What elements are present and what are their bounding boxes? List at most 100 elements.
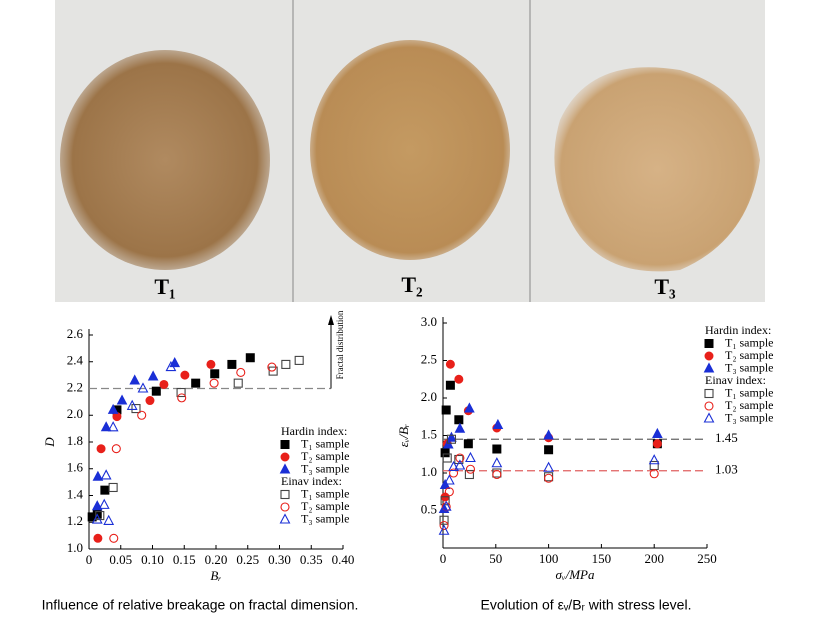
caption: Influence of relative breakage on fracta… bbox=[42, 597, 359, 613]
legend-label: T₁ sample bbox=[725, 335, 774, 349]
y-tick-label: 1.2 bbox=[67, 513, 83, 528]
marker bbox=[543, 461, 555, 472]
sample-pile bbox=[554, 67, 760, 272]
marker bbox=[107, 403, 119, 414]
marker bbox=[445, 359, 455, 369]
marker bbox=[445, 380, 455, 390]
marker bbox=[449, 468, 459, 478]
y-tick-label: 2.0 bbox=[67, 406, 83, 421]
x-tick-label: 0.30 bbox=[268, 552, 291, 567]
marker bbox=[649, 469, 659, 479]
marker bbox=[544, 445, 554, 455]
x-tick-label: 0.35 bbox=[300, 552, 323, 567]
legend-label: T₃ sample bbox=[301, 461, 350, 475]
marker bbox=[268, 366, 278, 376]
legend-label: T₂ sample bbox=[301, 449, 350, 463]
y-tick-label: 2.5 bbox=[421, 351, 437, 366]
marker bbox=[464, 402, 475, 413]
legend-title: Hardin index: bbox=[281, 424, 347, 438]
marker bbox=[209, 378, 219, 388]
legend-label: T₁ sample bbox=[725, 385, 774, 399]
legend-title: Einav index: bbox=[281, 474, 342, 488]
y-axis-label: εᵥ/Bᵣ bbox=[396, 424, 411, 448]
legend-title: Einav index: bbox=[705, 373, 766, 387]
marker bbox=[145, 396, 155, 406]
marker bbox=[443, 474, 455, 485]
photo-label: T₂ bbox=[401, 272, 423, 297]
marker bbox=[492, 469, 502, 480]
legend-marker bbox=[704, 388, 714, 399]
marker bbox=[210, 369, 220, 379]
marker bbox=[438, 524, 450, 535]
marker bbox=[544, 473, 554, 483]
marker bbox=[448, 460, 459, 472]
x-tick-label: 0.15 bbox=[173, 552, 196, 567]
legend-label: T₃ sample bbox=[301, 511, 350, 525]
y-axis-label: D bbox=[42, 437, 57, 448]
annotation: Fractal distribution bbox=[335, 310, 345, 379]
marker bbox=[446, 434, 456, 444]
y-tick-label: 1.5 bbox=[421, 426, 437, 441]
y-tick-label: 0.5 bbox=[421, 501, 437, 516]
x-tick-label: 200 bbox=[644, 551, 664, 566]
photo-panel: T₁ T₂ T₃ bbox=[55, 0, 765, 302]
legend-marker bbox=[703, 412, 715, 423]
marker bbox=[126, 399, 138, 410]
marker bbox=[454, 415, 464, 425]
marker bbox=[151, 386, 161, 396]
legend-marker bbox=[280, 452, 290, 462]
marker bbox=[91, 513, 103, 524]
x-tick-label: 0.05 bbox=[109, 552, 132, 567]
marker bbox=[465, 451, 476, 463]
marker bbox=[652, 427, 663, 438]
marker bbox=[649, 460, 659, 471]
marker bbox=[440, 500, 452, 511]
y-tick-label: 1.0 bbox=[67, 540, 83, 555]
marker bbox=[492, 418, 504, 429]
marker bbox=[96, 444, 106, 454]
legend-title: Hardin index: bbox=[705, 323, 771, 337]
marker bbox=[439, 520, 449, 531]
photo-label: T₁ bbox=[154, 274, 175, 299]
y-tick-label: 2.6 bbox=[67, 326, 84, 341]
marker bbox=[98, 498, 110, 509]
marker bbox=[465, 464, 476, 474]
marker bbox=[91, 500, 103, 511]
y-tick-label: 1.4 bbox=[67, 486, 84, 501]
x-tick-label: 150 bbox=[592, 551, 612, 566]
marker bbox=[107, 421, 119, 432]
legend-label: T₁ sample bbox=[301, 436, 350, 450]
y-tick-label: 3.0 bbox=[421, 314, 437, 329]
x-tick-label: 0.10 bbox=[141, 552, 164, 567]
sample-pile bbox=[60, 50, 270, 270]
x-axis-label: σᵥ/MPa bbox=[556, 567, 595, 582]
legend-marker bbox=[704, 339, 714, 348]
marker bbox=[543, 429, 554, 440]
marker bbox=[191, 378, 201, 388]
marker bbox=[176, 387, 186, 398]
marker bbox=[455, 453, 465, 463]
legend-label: T₁ sample bbox=[301, 486, 350, 500]
photo-label: T₃ bbox=[654, 274, 676, 299]
legend-label: T₂ sample bbox=[725, 398, 774, 412]
marker bbox=[281, 359, 291, 369]
marker bbox=[137, 410, 147, 420]
marker bbox=[129, 374, 141, 385]
y-tick-label: 2.4 bbox=[67, 353, 84, 368]
x-tick-label: 50 bbox=[489, 551, 502, 566]
marker bbox=[236, 367, 246, 378]
marker bbox=[206, 359, 216, 369]
marker bbox=[116, 394, 128, 405]
marker bbox=[108, 482, 118, 493]
y-tick-label: 2.2 bbox=[67, 379, 83, 394]
marker bbox=[180, 370, 190, 380]
marker bbox=[233, 378, 243, 388]
legend-marker bbox=[280, 440, 290, 449]
y-tick-label: 1.0 bbox=[421, 464, 437, 479]
legend-marker bbox=[704, 351, 714, 361]
marker bbox=[440, 448, 450, 458]
legend-marker bbox=[280, 489, 290, 500]
marker bbox=[492, 444, 502, 454]
x-tick-label: 0.40 bbox=[332, 552, 355, 567]
marker bbox=[294, 355, 304, 365]
